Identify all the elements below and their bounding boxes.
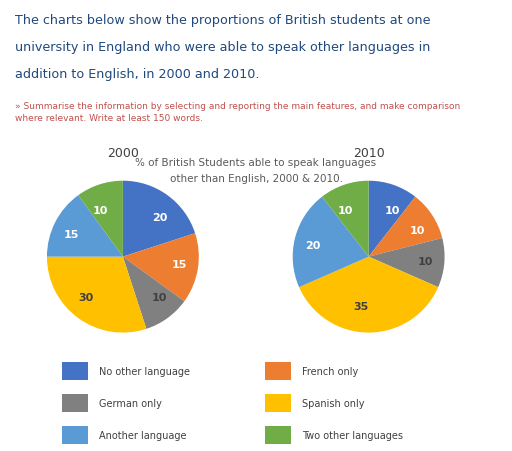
Text: French only: French only: [302, 367, 358, 377]
Text: 15: 15: [172, 260, 187, 270]
Wedge shape: [123, 257, 184, 329]
Title: 2000: 2000: [107, 147, 139, 160]
Text: 10: 10: [385, 206, 400, 216]
Text: 35: 35: [353, 301, 369, 311]
Wedge shape: [322, 181, 369, 257]
Wedge shape: [78, 181, 123, 257]
FancyBboxPatch shape: [62, 395, 88, 412]
Text: Spanish only: Spanish only: [302, 398, 365, 408]
Text: 10: 10: [92, 205, 108, 215]
Text: German only: German only: [99, 398, 162, 408]
FancyBboxPatch shape: [265, 395, 291, 412]
Text: Another language: Another language: [99, 430, 187, 440]
Wedge shape: [369, 239, 444, 287]
Title: 2010: 2010: [353, 147, 385, 160]
Text: 10: 10: [418, 256, 433, 266]
Text: 10: 10: [337, 206, 353, 216]
Wedge shape: [123, 181, 195, 257]
Text: 10: 10: [410, 225, 425, 235]
Wedge shape: [47, 196, 123, 257]
Text: addition to English, in 2000 and 2010.: addition to English, in 2000 and 2010.: [15, 68, 260, 81]
Text: 10: 10: [152, 292, 167, 302]
Wedge shape: [369, 181, 415, 257]
Text: 20: 20: [152, 212, 167, 222]
Text: No other language: No other language: [99, 367, 190, 377]
Wedge shape: [299, 257, 438, 333]
FancyBboxPatch shape: [265, 426, 291, 444]
Text: The charts below show the proportions of British students at one: The charts below show the proportions of…: [15, 14, 431, 27]
FancyBboxPatch shape: [265, 363, 291, 381]
Text: 30: 30: [79, 292, 94, 302]
Wedge shape: [123, 234, 199, 302]
Text: 20: 20: [306, 240, 321, 250]
Wedge shape: [293, 197, 369, 287]
Wedge shape: [47, 257, 146, 333]
Text: other than English, 2000 & 2010.: other than English, 2000 & 2010.: [169, 174, 343, 184]
Text: Two other languages: Two other languages: [302, 430, 403, 440]
FancyBboxPatch shape: [62, 363, 88, 381]
Wedge shape: [369, 197, 442, 257]
Text: 15: 15: [63, 230, 79, 239]
Text: university in England who were able to speak other languages in: university in England who were able to s…: [15, 41, 431, 54]
Text: % of British Students able to speak languages: % of British Students able to speak lang…: [136, 158, 376, 168]
Text: » Summarise the information by selecting and reporting the main features, and ma: » Summarise the information by selecting…: [15, 101, 461, 123]
FancyBboxPatch shape: [62, 426, 88, 444]
